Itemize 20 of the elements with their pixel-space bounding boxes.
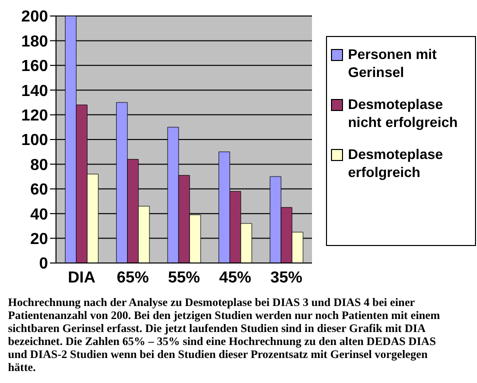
y-tick-label: 140 xyxy=(21,82,48,100)
y-tick-label: 20 xyxy=(30,230,48,248)
y-tick-label: 0 xyxy=(39,256,48,273)
legend-label: Desmoteplase erfolgreich xyxy=(348,145,444,181)
y-tick-label: 40 xyxy=(30,206,48,224)
y-tick-label: 200 xyxy=(21,8,48,26)
y-tick-label: 180 xyxy=(21,33,48,50)
legend-label: Desmoteplase nicht erfolgreich xyxy=(348,95,459,131)
x-tick-label: 55% xyxy=(168,269,200,286)
x-tick-label: 35% xyxy=(270,269,302,286)
y-tick-label: 100 xyxy=(21,132,48,150)
y-tick-label: 120 xyxy=(21,107,48,124)
text: Hochrechnung nach der Analyse zu Desmoteplase bei DIAS 3 und DIAS 4 bei einer Patientenanzahl von 200. Bei den jetzigen Studien werden nur noch Patienten mit einem sichtbaren Gerinsel erfasst. Die jetzt laufenden Studien sind in dieser Grafik mit DIA bezeichnet. Die Zahlen 65% – 35% sind eine Hochrechnung zu den alten DEDAS DIAS und DIAS-2 Studien wenn bei den Studien dieser Prozentsatz mit Gerinsel vorgelegen hätte. xyxy=(8,297,441,375)
x-tick-label: DIA xyxy=(68,269,96,286)
y-tick-label: 160 xyxy=(21,58,48,76)
x-tick-label: 45% xyxy=(219,269,252,286)
y-tick-label: 60 xyxy=(30,182,48,199)
legend-label: Personen mit Gerinsel xyxy=(348,45,438,81)
y-tick-label: 80 xyxy=(30,156,48,174)
x-tick-label: 65% xyxy=(116,269,149,286)
